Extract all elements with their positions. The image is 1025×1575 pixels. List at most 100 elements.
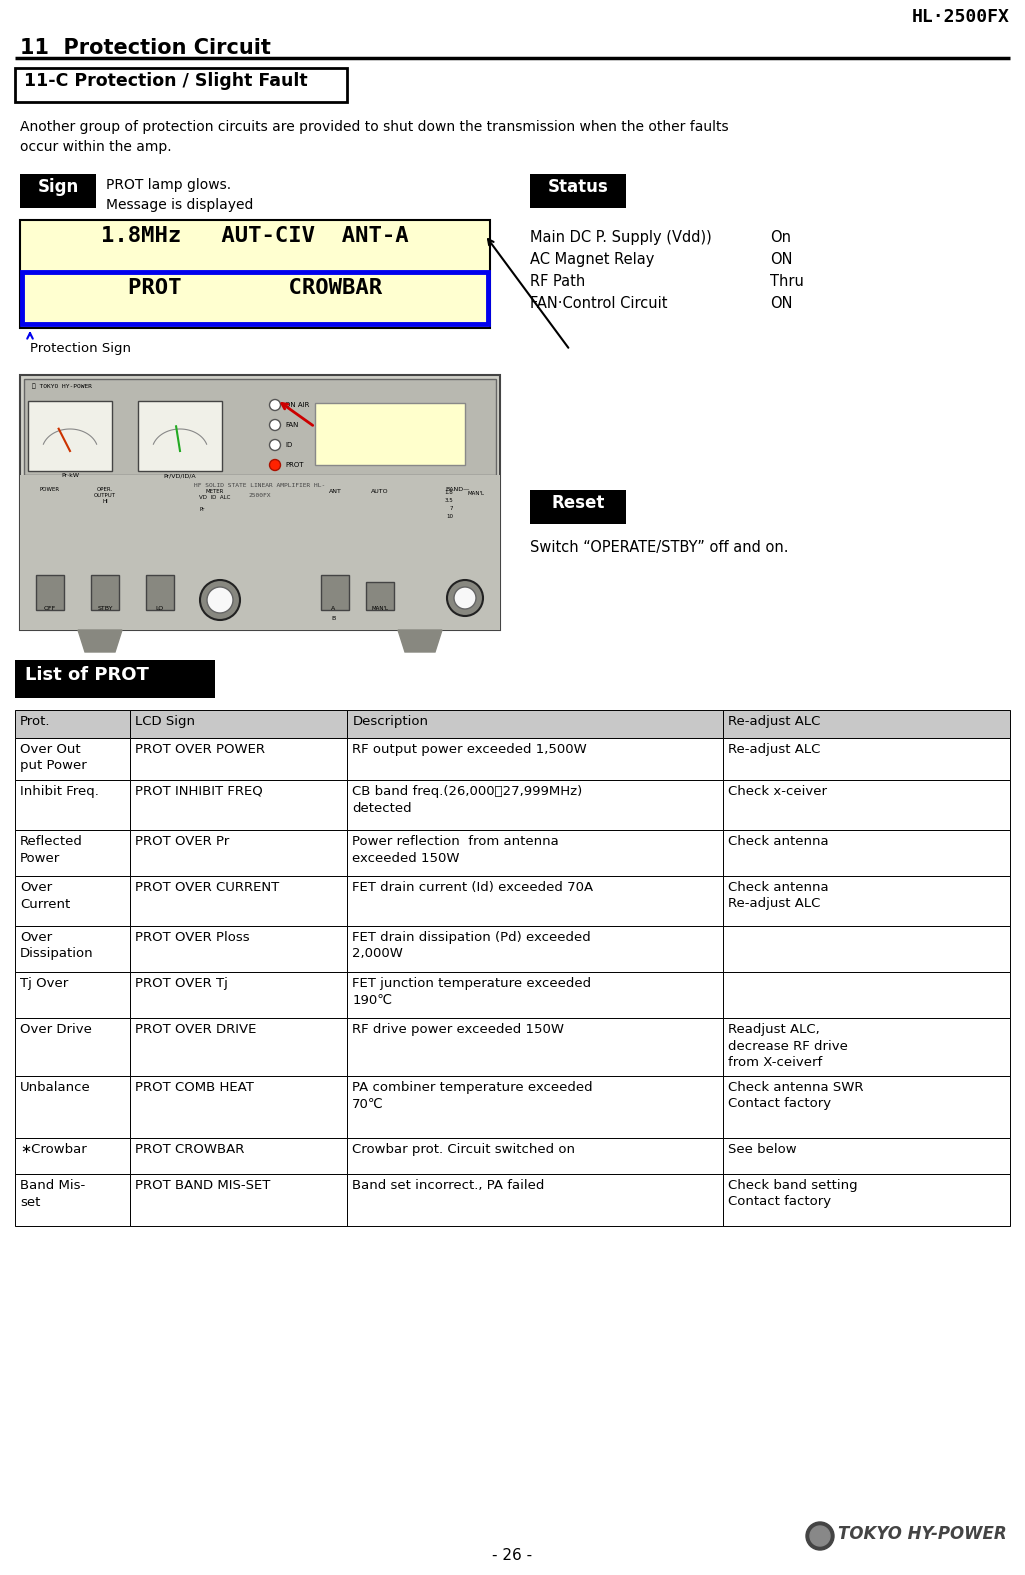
Text: TOKYO HY-POWER: TOKYO HY-POWER — [838, 1525, 1007, 1544]
Bar — [724, 780, 1010, 830]
Text: POWER: POWER — [40, 487, 60, 498]
Text: 1.8: 1.8 — [444, 490, 453, 496]
Text: MAN'L: MAN'L — [371, 606, 388, 611]
Text: Tj Over: Tj Over — [20, 976, 69, 991]
Bar — [130, 1017, 347, 1076]
Text: 11  Protection Circuit: 11 Protection Circuit — [20, 38, 271, 58]
Bar — [724, 739, 1010, 780]
Circle shape — [810, 1526, 830, 1547]
Text: Over
Current: Over Current — [20, 880, 71, 910]
Bar — [15, 876, 130, 926]
Bar — [20, 476, 500, 630]
Bar — [22, 272, 488, 324]
Text: 10: 10 — [446, 515, 453, 520]
Text: 3.5: 3.5 — [444, 499, 453, 504]
Circle shape — [200, 580, 240, 621]
Text: PROT OVER Tj: PROT OVER Tj — [135, 976, 229, 991]
Text: RF Path: RF Path — [530, 274, 585, 288]
Bar — [91, 575, 119, 610]
Circle shape — [447, 580, 483, 616]
Text: Description: Description — [353, 715, 428, 728]
Text: AC Magnet Relay: AC Magnet Relay — [530, 252, 654, 268]
Text: METER
VD  ID  ALC: METER VD ID ALC — [199, 488, 231, 499]
Text: PROT OVER CURRENT: PROT OVER CURRENT — [135, 880, 280, 895]
Text: Check x-ceiver: Check x-ceiver — [729, 784, 827, 799]
Bar — [724, 876, 1010, 926]
Text: Check antenna
Re-adjust ALC: Check antenna Re-adjust ALC — [729, 880, 829, 910]
Bar — [130, 876, 347, 926]
Text: See below: See below — [729, 1143, 797, 1156]
Bar — [15, 830, 130, 876]
Bar — [15, 926, 130, 972]
Text: FAN·Control Circuit: FAN·Control Circuit — [530, 296, 667, 310]
Text: Pr·kW: Pr·kW — [62, 472, 79, 477]
Text: Re-adjust ALC: Re-adjust ALC — [729, 743, 821, 756]
Text: PROT OVER DRIVE: PROT OVER DRIVE — [135, 1024, 257, 1036]
Bar — [15, 68, 347, 102]
Text: Check antenna: Check antenna — [729, 835, 829, 847]
Text: Band Mis-
set: Band Mis- set — [20, 1180, 85, 1208]
Text: Another group of protection circuits are provided to shut down the transmission : Another group of protection circuits are… — [20, 120, 729, 154]
Text: ON: ON — [770, 296, 792, 310]
Text: Re-adjust ALC: Re-adjust ALC — [729, 715, 821, 728]
Bar — [15, 972, 130, 1017]
Bar — [347, 1173, 724, 1225]
Bar — [15, 1017, 130, 1076]
Bar — [724, 1076, 1010, 1139]
Circle shape — [270, 439, 281, 450]
Bar — [130, 1173, 347, 1225]
Bar — [347, 1139, 724, 1173]
Text: Over
Dissipation: Over Dissipation — [20, 931, 93, 961]
Text: Over Out
put Power: Over Out put Power — [20, 743, 87, 772]
Bar — [146, 575, 174, 610]
Bar — [347, 1076, 724, 1139]
Text: ID: ID — [285, 443, 292, 447]
Text: OPER.
OUTPUT
HI: OPER. OUTPUT HI — [94, 487, 116, 504]
Bar — [130, 1076, 347, 1139]
Bar — [347, 876, 724, 926]
Bar — [315, 403, 465, 465]
Bar — [724, 1173, 1010, 1225]
Circle shape — [454, 587, 476, 610]
Text: BAND—: BAND— — [445, 487, 469, 491]
Bar — [347, 972, 724, 1017]
Text: Readjust ALC,
decrease RF drive
from X-ceiverf: Readjust ALC, decrease RF drive from X-c… — [729, 1024, 849, 1069]
Text: Reset: Reset — [551, 495, 605, 512]
Text: 1.8MHz   AUT-CIV  ANT-A: 1.8MHz AUT-CIV ANT-A — [101, 225, 409, 246]
Text: FET drain current (Id) exceeded 70A: FET drain current (Id) exceeded 70A — [353, 880, 593, 895]
Text: MAN'L: MAN'L — [467, 491, 484, 496]
Circle shape — [270, 419, 281, 430]
Bar — [28, 402, 112, 471]
Text: FAN: FAN — [285, 422, 298, 428]
Text: RF drive power exceeded 150W: RF drive power exceeded 150W — [353, 1024, 565, 1036]
Text: PROT: PROT — [285, 461, 303, 468]
Bar — [15, 780, 130, 830]
Polygon shape — [78, 630, 122, 652]
Bar — [724, 972, 1010, 1017]
Text: ON AIR: ON AIR — [285, 402, 310, 408]
Bar — [530, 490, 626, 524]
Text: ON: ON — [770, 252, 792, 268]
Text: ∗Crowbar: ∗Crowbar — [20, 1143, 87, 1156]
Text: PROT        CROWBAR: PROT CROWBAR — [128, 279, 382, 298]
Bar — [347, 1017, 724, 1076]
Text: HF SOLID STATE LINEAR AMPLIFIER HL-: HF SOLID STATE LINEAR AMPLIFIER HL- — [195, 484, 326, 488]
Text: - 26 -: - 26 - — [492, 1548, 532, 1562]
Bar — [347, 830, 724, 876]
Text: PROT lamp glows.
Message is displayed: PROT lamp glows. Message is displayed — [106, 178, 253, 213]
Text: Thru: Thru — [770, 274, 804, 288]
Bar — [20, 375, 500, 630]
Text: Check antenna SWR
Contact factory: Check antenna SWR Contact factory — [729, 1080, 864, 1110]
Text: PROT OVER Ploss: PROT OVER Ploss — [135, 931, 250, 943]
Bar — [530, 173, 626, 208]
Circle shape — [207, 587, 233, 613]
Text: FET junction temperature exceeded
190℃: FET junction temperature exceeded 190℃ — [353, 976, 591, 1006]
Text: PROT INHIBIT FREQ: PROT INHIBIT FREQ — [135, 784, 263, 799]
Text: PROT CROWBAR: PROT CROWBAR — [135, 1143, 245, 1156]
Bar — [15, 1076, 130, 1139]
Bar — [130, 780, 347, 830]
Circle shape — [270, 460, 281, 471]
Text: ANT: ANT — [329, 488, 341, 495]
Bar — [130, 710, 347, 739]
Text: 7: 7 — [450, 507, 453, 512]
